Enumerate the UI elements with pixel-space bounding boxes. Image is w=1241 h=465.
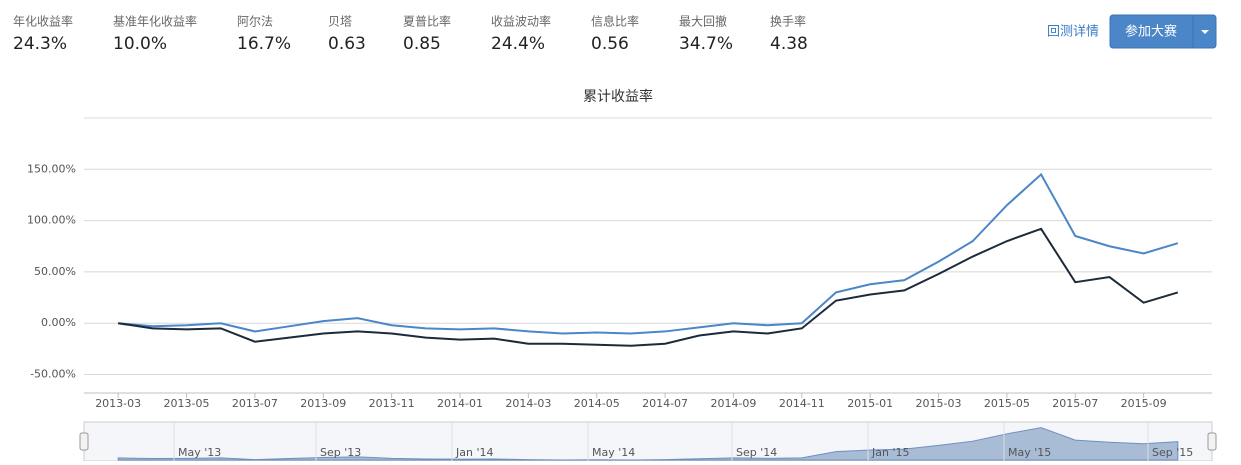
stat-value: 0.85 xyxy=(403,34,441,54)
navigator-area xyxy=(117,427,1179,461)
x-tick-label: 2014-11 xyxy=(779,397,825,410)
y-tick-label: 100.00% xyxy=(27,214,76,227)
stat-value: 34.7% xyxy=(679,34,733,54)
navigator-label: May '14 xyxy=(592,446,635,459)
stat-value: 0.63 xyxy=(328,34,366,54)
y-tick-label: 0.00% xyxy=(41,316,76,329)
stat-value: 4.38 xyxy=(770,34,808,54)
x-tick-label: 2013-05 xyxy=(164,397,210,410)
navigator-label: Sep '15 xyxy=(1152,446,1193,459)
x-tick-label: 2014-03 xyxy=(505,397,551,410)
stat-label: 阿尔法 xyxy=(237,14,273,29)
stat-label: 基准年化收益率 xyxy=(113,14,197,29)
navigator-label: Sep '14 xyxy=(736,446,777,459)
x-tick-label: 2015-09 xyxy=(1121,397,1167,410)
x-tick-label: 2014-09 xyxy=(710,397,756,410)
stat-value: 0.56 xyxy=(591,34,629,54)
stat-value: 10.0% xyxy=(113,34,167,54)
stat-label: 夏普比率 xyxy=(403,14,451,29)
join-button-label[interactable]: 参加大赛 xyxy=(1125,24,1177,40)
series-line xyxy=(118,172,1179,335)
detail-link[interactable]: 回测详情 xyxy=(1047,25,1099,40)
navigator-label: May '15 xyxy=(1008,446,1051,459)
x-tick-label: 2013-11 xyxy=(369,397,415,410)
x-tick-label: 2015-05 xyxy=(984,397,1030,410)
navigator-label: Jan '14 xyxy=(455,446,493,459)
dropdown-caret[interactable] xyxy=(1201,30,1209,34)
y-tick-label: 50.00% xyxy=(34,265,76,278)
stat-label: 最大回撤 xyxy=(679,14,727,29)
navigator-label: May '13 xyxy=(178,446,221,459)
navigator-handle[interactable] xyxy=(79,432,89,451)
chart-title: 累计收益率 xyxy=(583,88,653,105)
navigator-handle[interactable] xyxy=(1207,432,1217,451)
x-tick-label: 2014-05 xyxy=(574,397,620,410)
x-tick-label: 2015-01 xyxy=(847,397,893,410)
stat-label: 信息比率 xyxy=(591,14,639,29)
x-tick-label: 2013-09 xyxy=(300,397,346,410)
join-button[interactable] xyxy=(1109,14,1217,49)
stat-label: 换手率 xyxy=(770,14,806,29)
stat-value: 24.3% xyxy=(13,34,67,54)
navigator-label: Jan '15 xyxy=(871,446,909,459)
x-tick-label: 2014-07 xyxy=(642,397,688,410)
series-line xyxy=(118,227,1179,347)
navigator-label: Sep '13 xyxy=(320,446,361,459)
stat-value: 24.4% xyxy=(491,34,545,54)
y-tick-label: -50.00% xyxy=(30,368,76,381)
x-tick-label: 2013-03 xyxy=(95,397,141,410)
x-tick-label: 2015-03 xyxy=(916,397,962,410)
stat-label: 收益波动率 xyxy=(491,14,551,29)
x-tick-label: 2015-07 xyxy=(1052,397,1098,410)
y-tick-label: 150.00% xyxy=(27,162,76,175)
stat-value: 16.7% xyxy=(237,34,291,54)
stat-label: 贝塔 xyxy=(328,15,352,29)
stat-label: 年化收益率 xyxy=(13,14,73,29)
x-tick-label: 2014-01 xyxy=(437,397,483,410)
x-tick-label: 2013-07 xyxy=(232,397,278,410)
